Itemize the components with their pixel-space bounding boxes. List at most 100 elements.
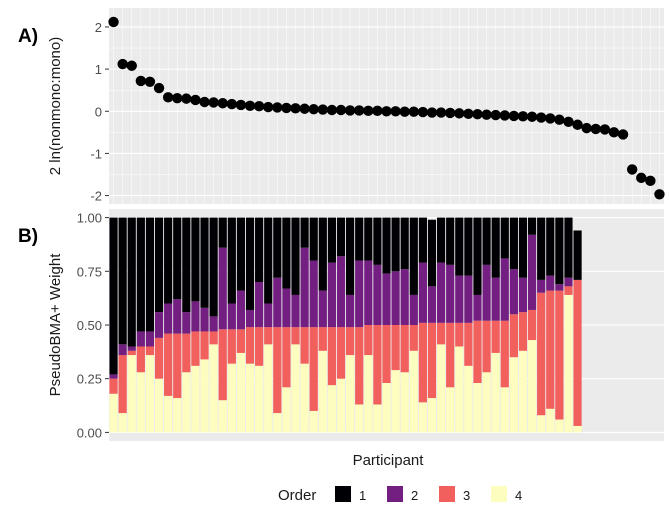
point-participant-15	[235, 99, 247, 111]
bar-participant-19-order-2	[273, 277, 282, 328]
point-participant-31	[381, 106, 392, 117]
point-participant-60	[645, 175, 656, 187]
bar-participant-25-order-4	[327, 385, 337, 433]
point-participant-21	[290, 103, 301, 114]
bar-participant-15-order-2	[236, 290, 246, 330]
point-participant-6	[153, 82, 165, 94]
bar-participant-11-order-2	[200, 307, 209, 332]
bar-participant-30-order-3	[373, 325, 382, 405]
bar-participant-36-order-2	[427, 286, 437, 323]
bar-participant-44-order-2	[500, 258, 509, 321]
bar-participant-17-order-3	[255, 327, 264, 366]
bar-participant-2-order-1	[118, 217, 127, 345]
bar-participant-37-order-1	[436, 217, 446, 263]
bar-participant-16-order-1	[245, 217, 255, 310]
point-participant-35	[417, 106, 429, 118]
bar-participant-40-order-2	[464, 275, 473, 323]
bar-participant-15-order-1	[236, 217, 246, 291]
bar-participant-18-order-2	[264, 303, 273, 328]
bar-participant-28-order-1	[355, 217, 364, 261]
legend-swatch-order-1	[335, 486, 351, 502]
point-participant-8	[172, 93, 183, 104]
bar-participant-50-order-4	[555, 419, 564, 433]
bar-participant-25-order-3	[327, 327, 337, 386]
panel-a-ylabel: 2 ln(nonmono:mono)	[47, 37, 64, 175]
point-participant-49	[545, 113, 556, 124]
point-participant-53	[581, 122, 592, 134]
bar-participant-23-order-4	[309, 410, 318, 433]
point-participant-55	[599, 124, 611, 135]
bar-participant-31-order-2	[382, 273, 391, 325]
point-participant-46	[517, 111, 529, 122]
bar-participant-23-order-1	[309, 217, 318, 261]
bar-participant-13-order-3	[218, 329, 227, 401]
bar-participant-24-order-1	[318, 217, 327, 291]
bar-participant-20-order-4	[282, 387, 291, 433]
bar-participant-8-order-2	[173, 299, 182, 334]
point-participant-16	[244, 100, 256, 111]
point-participant-29	[363, 105, 374, 117]
point-participant-45	[508, 110, 520, 122]
point-participant-58	[626, 164, 638, 175]
bar-participant-35-order-3	[418, 322, 427, 403]
bar-participant-16-order-4	[245, 363, 255, 433]
bar-participant-9-order-3	[182, 333, 191, 373]
point-participant-10	[190, 94, 201, 106]
bar-participant-16-order-3	[245, 327, 255, 364]
point-participant-25	[326, 104, 338, 116]
bar-participant-48-order-2	[537, 279, 546, 293]
bar-participant-6-order-1	[154, 217, 164, 313]
point-participant-24	[317, 104, 329, 115]
bar-participant-37-order-4	[436, 344, 446, 433]
bar-participant-9-order-1	[182, 217, 191, 313]
bar-participant-37-order-3	[436, 322, 446, 345]
bar-participant-12-order-3	[209, 331, 218, 345]
panel-b-tick-label: 0.25	[77, 372, 102, 387]
bar-participant-27-order-4	[346, 355, 355, 433]
bar-participant-19-order-3	[273, 327, 282, 414]
bar-participant-34-order-2	[409, 294, 418, 325]
bar-participant-36-order-1	[427, 219, 437, 287]
panel-b-tick-label: 1.00	[77, 211, 102, 226]
bar-participant-46-order-2	[518, 277, 528, 313]
bar-participant-40-order-1	[464, 217, 473, 276]
bar-participant-44-order-3	[500, 320, 509, 388]
bar-participant-23-order-3	[309, 327, 318, 411]
bar-participant-12-order-1	[209, 217, 218, 317]
bar-participant-16-order-2	[245, 309, 255, 328]
bar-participant-46-order-3	[518, 312, 528, 351]
bar-participant-6-order-4	[154, 378, 164, 433]
bar-participant-4-order-4	[136, 372, 145, 433]
panel-a-scatter: 2 1 0 -1 -2	[90, 8, 665, 204]
bar-participant-8-order-4	[173, 398, 182, 433]
bar-participant-32-order-4	[391, 370, 400, 433]
bar-participant-2-order-2	[118, 344, 127, 356]
bar-participant-43-order-2	[491, 277, 500, 321]
bar-participant-48-order-3	[537, 292, 546, 416]
bar-participant-25-order-2	[327, 262, 337, 328]
bar-participant-10-order-3	[191, 331, 200, 366]
bar-participant-25-order-1	[327, 217, 337, 263]
bar-participant-9-order-4	[182, 372, 191, 433]
bar-participant-18-order-4	[264, 344, 273, 433]
point-participant-36	[426, 107, 438, 118]
point-participant-13	[217, 98, 228, 109]
panel-b-tag: B)	[18, 226, 38, 247]
bar-participant-26-order-2	[336, 256, 346, 328]
legend-label-order-4: 4	[515, 488, 522, 503]
panel-b-tick-label: 0.75	[77, 264, 102, 279]
bar-participant-7-order-2	[164, 303, 173, 334]
bar-participant-19-order-1	[273, 217, 282, 278]
bar-participant-10-order-4	[191, 365, 200, 433]
bar-participant-48-order-1	[537, 217, 546, 280]
bar-participant-14-order-3	[227, 329, 236, 364]
point-participant-28	[354, 105, 365, 116]
bar-participant-13-order-1	[218, 217, 227, 248]
bar-participant-31-order-4	[382, 383, 391, 433]
bar-participant-41-order-4	[473, 383, 482, 433]
point-participant-14	[226, 98, 238, 110]
legend-swatch-order-3	[439, 486, 455, 502]
bar-participant-49-order-1	[546, 217, 555, 276]
bar-participant-46-order-4	[518, 350, 528, 433]
point-participant-1	[108, 16, 119, 28]
